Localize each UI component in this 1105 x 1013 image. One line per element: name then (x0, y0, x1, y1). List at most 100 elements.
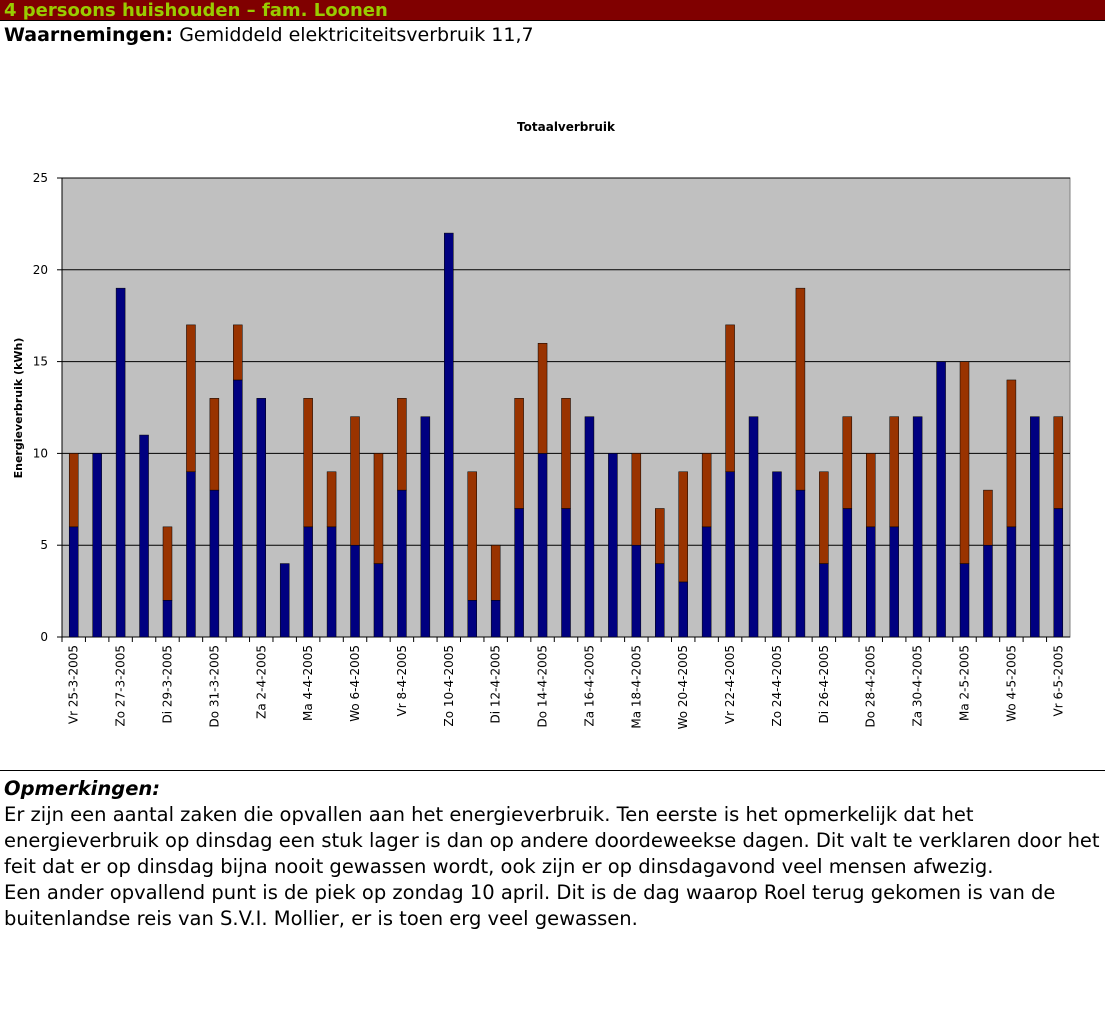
bar-segment (819, 471, 829, 564)
bar-segment (959, 361, 970, 564)
bar-segment (819, 563, 829, 638)
bar-segment (795, 287, 806, 491)
bar-segment (68, 453, 79, 528)
bar-segment (92, 453, 102, 638)
x-tick-label: Za 30-4-2005 (911, 645, 925, 727)
bar-segment (983, 489, 993, 546)
bar-segment (725, 324, 735, 473)
bar-segment (186, 471, 196, 638)
x-tick-label: Vr 6-5-2005 (1051, 645, 1065, 716)
x-tick-label: Do 28-4-2005 (864, 645, 878, 728)
bar-segment (865, 526, 876, 638)
bar-segment (467, 600, 477, 638)
chart: Totaalverbruik Energieverbruik (kWh) 0 5 1… (12, 120, 1071, 729)
bar-segment (303, 398, 313, 528)
bar-segment (608, 453, 618, 638)
bar-segment (373, 563, 384, 638)
bar-segment (209, 398, 220, 491)
bar-segment (701, 453, 712, 528)
bar-segment (303, 526, 313, 638)
bar-segment (139, 434, 149, 638)
observations: Waarnemingen: Gemiddeld elektriciteitsve… (4, 22, 534, 48)
bar-segment (397, 398, 407, 491)
bar-segment (115, 287, 126, 638)
bar-segment (912, 416, 923, 638)
bar-segment (373, 453, 384, 564)
bar-segment (326, 526, 337, 638)
bar-segment (889, 416, 899, 528)
x-tick-label: Do 31-3-2005 (207, 645, 221, 728)
x-tick-label: Wo 20-4-2005 (676, 645, 690, 729)
bar-segment (397, 489, 407, 638)
x-tick-label: Ma 2-5-2005 (958, 645, 972, 721)
x-tick-label: Zo 10-4-2005 (442, 645, 456, 726)
bar-segment (1006, 526, 1017, 638)
paragraph: Er zijn een aantal zaken die opvallen aa… (4, 803, 1100, 878)
y-tick-label: 10 (33, 446, 48, 460)
bar-segment (584, 416, 595, 638)
y-tick-label: 25 (33, 171, 48, 185)
x-tick-label: Wo 4-5-2005 (1004, 645, 1018, 722)
bar-segment (467, 471, 477, 601)
y-tick-label: 20 (33, 263, 48, 277)
bar-segment (420, 416, 431, 638)
bar-segment (326, 471, 337, 528)
header-title: 4 persoons huishouden – fam. Loonen (0, 0, 1105, 21)
y-axis-label: Energieverbruik (kWh) (12, 338, 25, 479)
bar-segment (983, 544, 993, 638)
bar-segment (162, 526, 173, 601)
bar-segment (959, 563, 970, 638)
y-tick-label: 5 (40, 538, 48, 552)
bar-segment (256, 398, 267, 638)
x-tick-label: Za 2-4-2005 (254, 645, 268, 719)
remarks: Opmerkingen: Er zijn een aantal zaken di… (4, 776, 1102, 932)
x-tick-label: Za 16-4-2005 (582, 645, 596, 727)
bar-segment (162, 600, 173, 638)
bar-segment (936, 361, 946, 638)
bar-segment (1053, 508, 1064, 638)
x-tick-label: Ma 4-4-2005 (301, 645, 315, 721)
bar-segment (233, 379, 243, 638)
x-tick-label: Vr 25-3-2005 (67, 645, 81, 724)
bar-segment (631, 453, 642, 546)
bar-segment (889, 526, 899, 638)
bar-segment (1030, 416, 1040, 638)
x-tick-label: Do 14-4-2005 (536, 645, 550, 728)
bar-segment (350, 416, 360, 546)
bar-segment (209, 489, 220, 638)
bar-segment (350, 544, 360, 638)
bar-segment (279, 563, 290, 638)
bar-segment (655, 563, 665, 638)
y-tick-label: 0 (40, 630, 48, 644)
x-tick-label: Vr 22-4-2005 (723, 645, 737, 724)
bar-segment (865, 453, 876, 528)
bar-segment (678, 471, 688, 583)
bar-segment (490, 544, 501, 601)
observations-text: Gemiddeld elektriciteitsverbruik 11,7 (179, 24, 534, 46)
bar-segment (842, 508, 853, 638)
x-tick-label: Di 12-4-2005 (489, 645, 503, 724)
x-tick-label: Zo 27-3-2005 (114, 645, 128, 726)
bar-segment (186, 324, 196, 473)
paragraph: Een ander opvallend punt is de piek op z… (4, 881, 1056, 930)
x-tick-label: Zo 24-4-2005 (770, 645, 784, 726)
x-tick-label: Di 29-3-2005 (160, 645, 174, 724)
bar-segment (1053, 416, 1064, 509)
bar-segment (233, 324, 243, 381)
chart-title: Totaalverbruik (517, 120, 616, 134)
bar-segment (772, 471, 782, 638)
x-tick-label: Wo 6-4-2005 (348, 645, 362, 722)
separator (0, 770, 1105, 771)
bar-segment (1006, 379, 1017, 528)
bar-segment (537, 453, 548, 638)
bar-segment (701, 526, 712, 638)
y-tick-label: 15 (33, 355, 48, 369)
bar-segment (678, 581, 688, 638)
remarks-title: Opmerkingen: (4, 777, 161, 800)
bar-segment (561, 398, 571, 509)
x-tick-label: Di 26-4-2005 (817, 645, 831, 724)
bar-segment (537, 342, 548, 454)
x-tick-label: Ma 18-4-2005 (629, 645, 643, 729)
bar-segment (444, 232, 454, 638)
